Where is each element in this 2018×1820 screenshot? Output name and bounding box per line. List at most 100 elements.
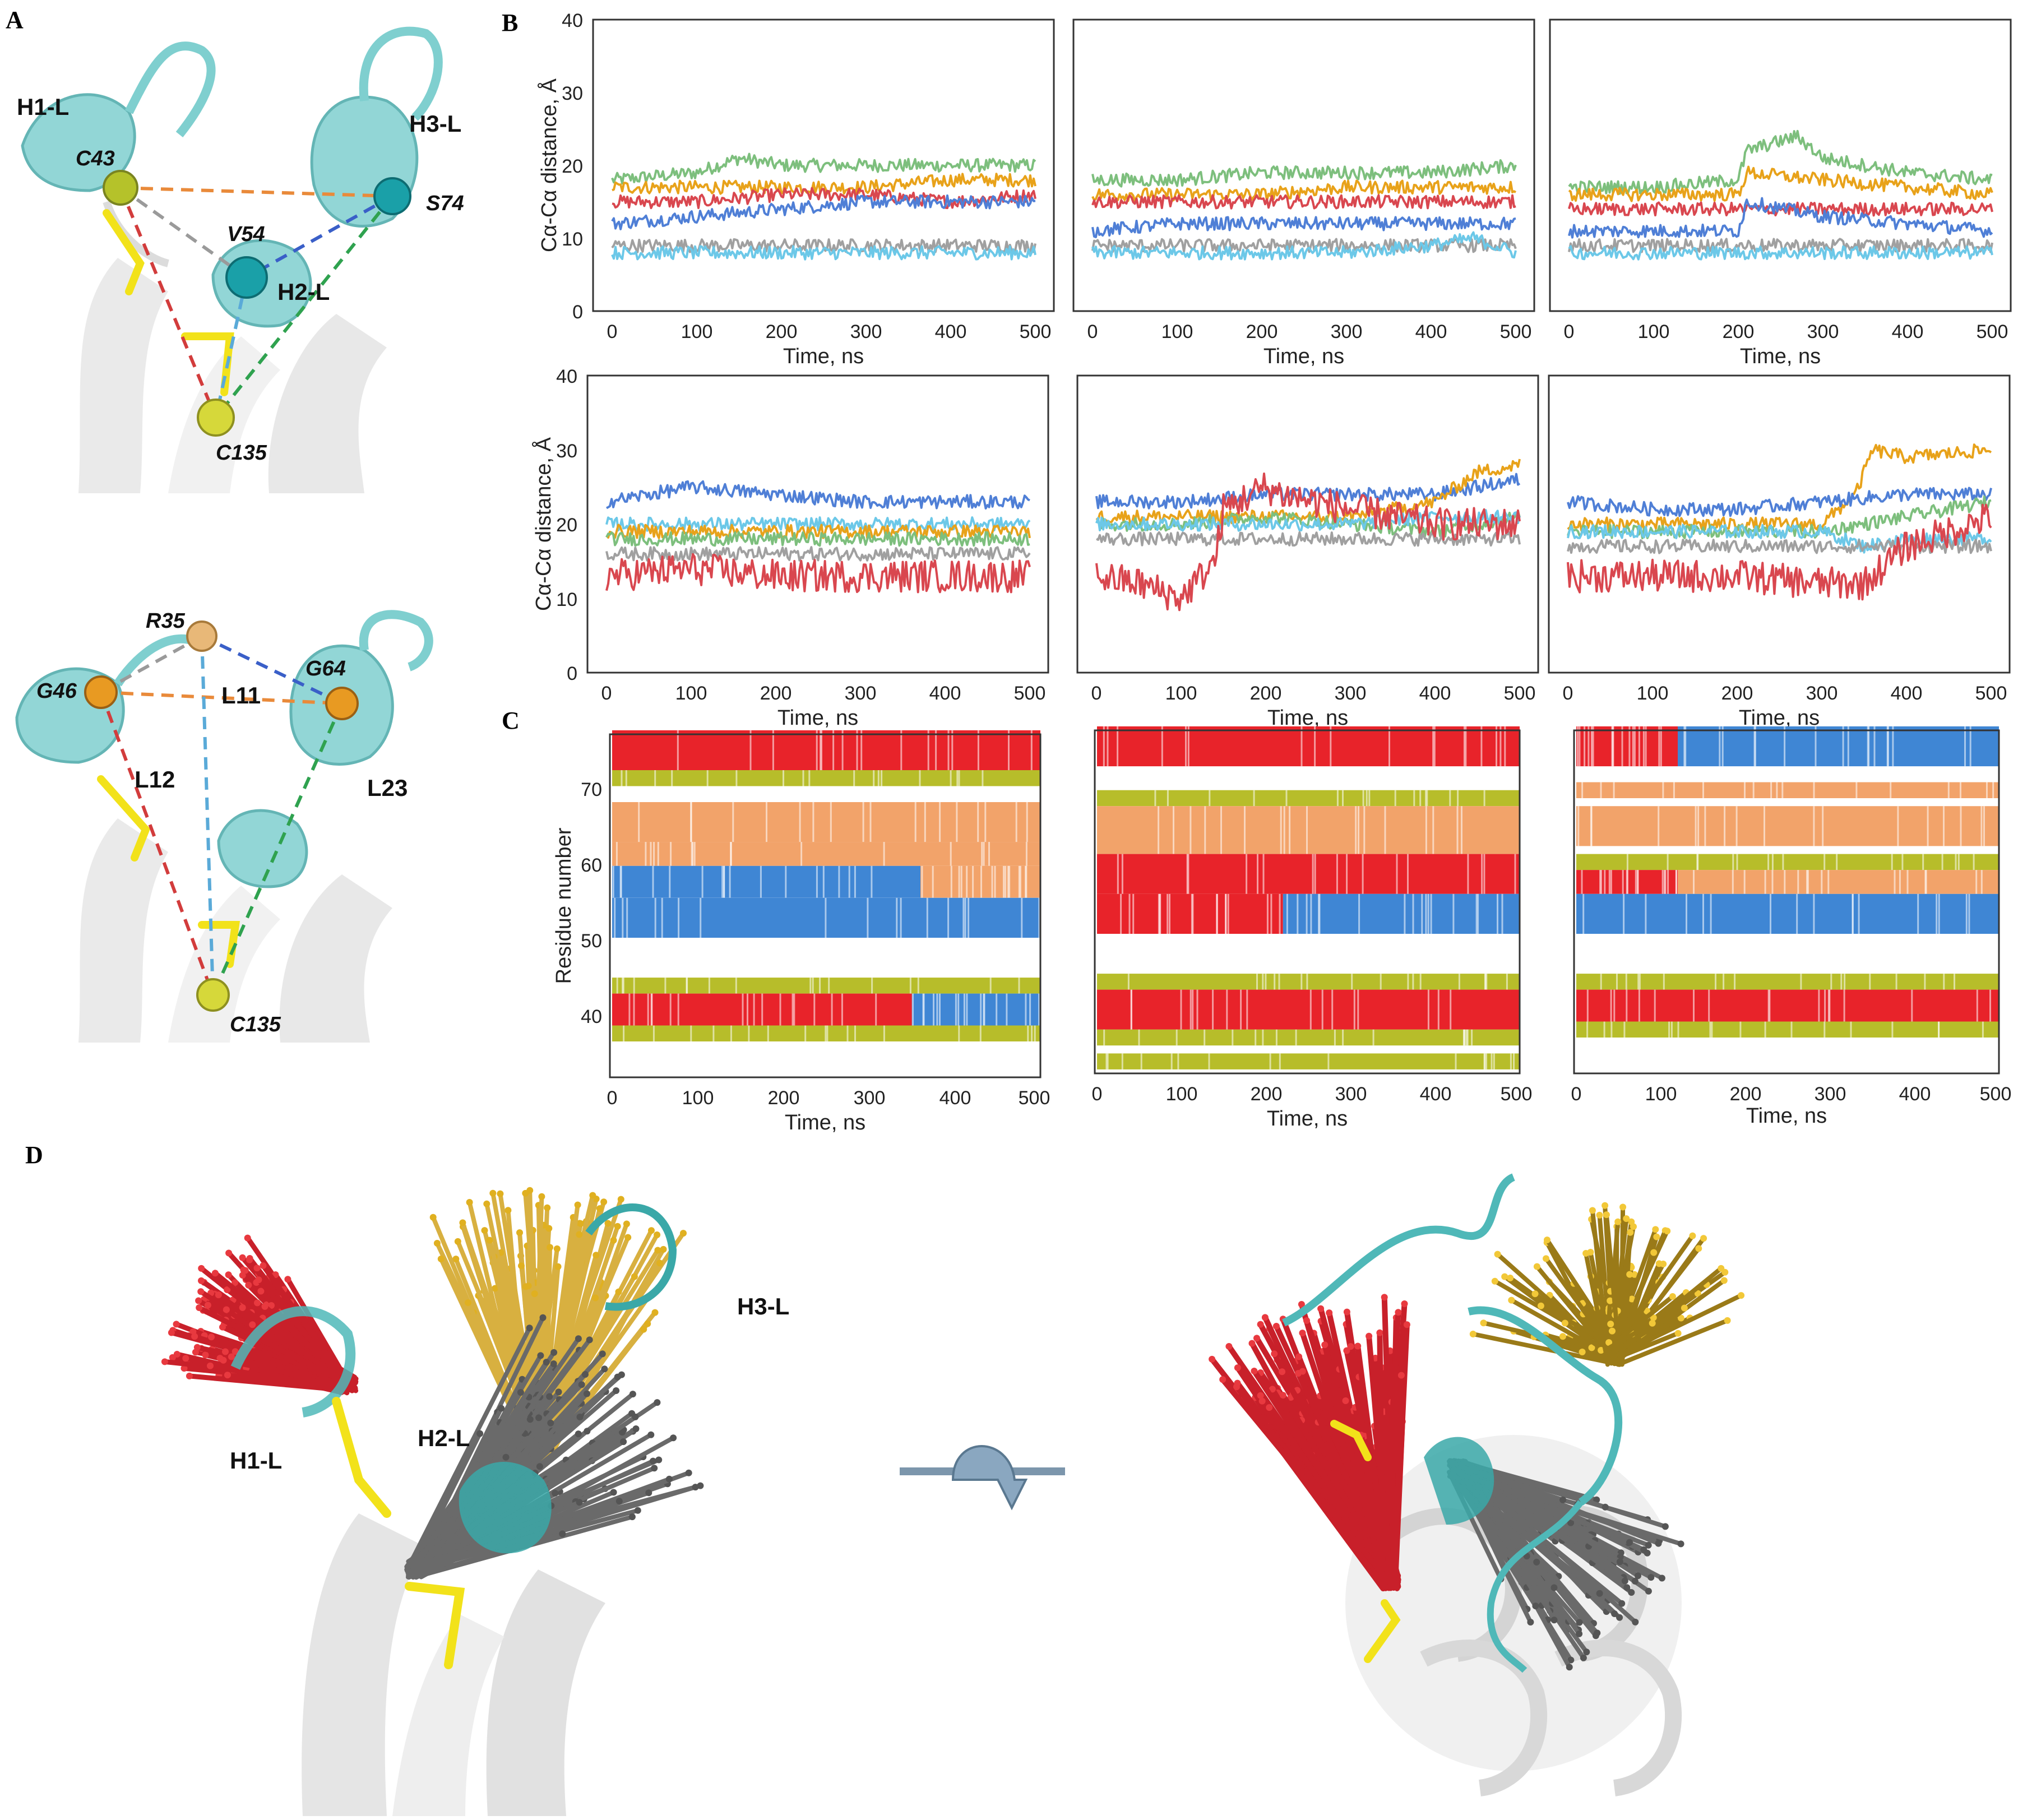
xtick: 300 [1815,1083,1846,1105]
heatmap-cell [767,1025,769,1041]
heatmap-cell [723,865,725,898]
xtick: 400 [1420,1083,1452,1105]
heatmap-cell [1493,1053,1495,1069]
vector-tip [1589,1207,1596,1214]
vector-tip [1269,1386,1276,1393]
heatmap-cell [1300,974,1303,990]
heatmap-cell [950,842,952,866]
heatmap-cell [912,993,914,1026]
heatmap-cell [706,770,709,786]
heatmap-cell [1715,974,1716,990]
heatmap-cell [1668,1021,1670,1038]
heatmap-cell [1412,974,1414,990]
heatmap-cell [1209,790,1211,807]
vector-tip [654,1399,661,1406]
vector-tip [1480,1319,1487,1327]
vector-stick [260,1263,347,1381]
heatmap-cell [1636,870,1639,894]
panel-d-right-structure [1209,1173,1745,1796]
heatmap-cell [1886,726,1889,767]
heatmap-cell [1771,870,1774,894]
heatmap-cell [983,993,985,1026]
vector-tip [1248,1340,1256,1347]
heatmap-cell [1767,854,1770,870]
heatmap-cell [650,993,652,1026]
heatmap-cell [1030,730,1033,771]
vector-tip [219,1323,226,1331]
vector-tip [640,1326,647,1333]
vector-tip [1645,1587,1652,1595]
heatmap-cell [1255,1029,1257,1046]
vector-tip [575,1335,582,1342]
vector-tip [628,1513,636,1521]
heatmap-cell [1638,989,1640,1022]
heatmap-cell [1357,989,1359,1030]
heatmap-cell [1989,989,1991,1022]
vector-tip [249,1321,256,1328]
heatmap-cell [730,842,732,866]
heatmap-cell [825,1025,827,1041]
heatmap-cell [1695,806,1697,846]
heatmap-cell [867,897,869,938]
vector-tip [1550,1584,1558,1591]
vector-tip [632,1413,639,1420]
heatmap-cell [1869,974,1871,990]
heatmap-cell [1262,854,1265,894]
vector-tip [1616,1614,1623,1621]
heatmap-cell [1612,726,1614,767]
heatmap-cell [1708,989,1710,1022]
vector-stick [407,1326,532,1567]
ytick: 20 [556,515,577,536]
heatmap-cell [939,993,941,1026]
heatmap-cell [909,978,911,994]
heatmap-cell [1342,1029,1344,1046]
heatmap-cell [1170,1053,1173,1069]
xtick: 400 [1419,683,1451,704]
vector-tip [617,1196,624,1203]
heatmap-cell [1576,782,1999,798]
heatmap-cell [1980,870,1983,894]
heatmap-cell [853,770,855,786]
heatmap-cell [1256,974,1258,990]
xtick: 200 [1721,683,1753,704]
xtick: 500 [1501,1083,1533,1105]
heatmap-cell [1983,806,1985,846]
heatmap-cell [793,993,795,1026]
vector-tip [1674,1330,1682,1337]
panel-label-a: A [6,6,24,34]
vector-tip [246,1256,253,1263]
heatmap-cell [1626,870,1628,894]
heatmap-cell [693,842,696,866]
heatmap-cell [1744,782,1746,798]
heatmap-cell [1034,1025,1036,1041]
x-axis-label: Time, ns [785,1111,865,1134]
heatmap-cell [1336,790,1339,807]
vector-tip [547,1244,553,1251]
heatmap-cell [1306,806,1308,854]
heatmap-cell [812,802,814,842]
vector-tip [1689,1232,1696,1239]
vector-tip [537,1352,544,1359]
heatmap-cell [917,978,919,994]
vector-stick [1392,1322,1410,1579]
vector-tip [1567,1519,1575,1526]
heatmap-cell [1941,854,1943,870]
x-axis-label: Time, ns [1267,1107,1348,1131]
heatmap-cell [1437,989,1440,1030]
heatmap-cell [1253,790,1255,807]
vector-tip [1566,1664,1573,1671]
heatmap-cell [1025,842,1027,866]
xtick: 100 [675,683,707,704]
heatmap-cell [1823,1021,1826,1038]
heatmap-cell [1246,989,1248,1030]
vector-tip [204,1302,211,1309]
heatmap-cell [1842,726,1844,767]
heatmap-cell [1662,782,1664,798]
heatmap-cell [826,1025,829,1041]
heatmap-cell [1628,726,1631,767]
heatmap-cell [1850,1021,1852,1038]
vector-tip [1508,1296,1515,1304]
heatmap-cell [669,993,672,1026]
x-axis-label: Time, ns [1740,345,1821,368]
vector-tip [1272,1323,1280,1330]
